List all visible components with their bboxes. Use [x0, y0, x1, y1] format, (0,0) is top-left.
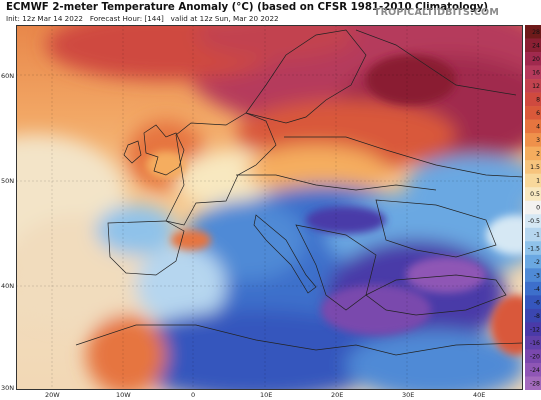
legend-swatch: [525, 79, 541, 93]
legend-tick-label: 2: [536, 151, 540, 158]
map-header: ECMWF 2-meter Temperature Anomaly (°C) (…: [0, 0, 541, 24]
legend-tick-label: 0: [536, 205, 540, 212]
legend-swatch: [525, 65, 541, 80]
legend-swatch: [525, 38, 541, 53]
legend-swatch: [525, 106, 541, 120]
lat-label-60n: 60N: [1, 72, 15, 80]
legend-swatch: [525, 160, 541, 175]
forecast-hour: Forecast Hour: [144]: [89, 14, 164, 23]
legend-swatch: [525, 187, 541, 202]
lat-label-40n: 40N: [1, 282, 15, 290]
legend-tick-label: -16: [530, 340, 540, 347]
legend-swatch: [525, 295, 541, 310]
legend-tick-label: 6: [536, 110, 540, 117]
legend-swatch: [525, 376, 541, 390]
legend-tick-label: 28: [532, 29, 540, 36]
legend-swatch: [525, 322, 541, 337]
legend-tick-label: -28: [530, 380, 540, 387]
legend-tick-label: 1: [536, 178, 540, 185]
map-title: ECMWF 2-meter Temperature Anomaly (°C) (…: [6, 2, 489, 13]
lon-label-40e: 40E: [473, 391, 486, 399]
legend-tick-label: 20: [532, 56, 540, 63]
legend-tick-label: -24: [530, 367, 540, 374]
graticule: [16, 25, 523, 390]
legend-swatch: [525, 268, 541, 283]
legend-swatch: [525, 25, 541, 39]
legend-tick-label: -0.5: [528, 218, 540, 225]
lon-label-10e: 10E: [260, 391, 273, 399]
legend-tick-label: 16: [532, 70, 540, 77]
legend-swatch: [525, 146, 541, 161]
legend-tick-label: -12: [530, 326, 540, 333]
legend-tick-label: -1: [534, 232, 540, 239]
legend-swatch: [525, 281, 541, 296]
legend-tick-label: -1.5: [528, 245, 540, 252]
legend-swatch: [525, 119, 541, 134]
legend-tick-label: -6: [534, 299, 540, 306]
legend-swatch: [525, 92, 541, 107]
legend-tick-label: -20: [530, 353, 540, 360]
legend-swatch: [525, 362, 541, 377]
legend-tick-label: 4: [536, 124, 540, 131]
legend-tick-label: 24: [532, 42, 540, 49]
valid-time: valid at 12z Sun, Mar 20 2022: [170, 14, 279, 23]
temperature-anomaly-map: [16, 25, 523, 390]
legend-swatch: [525, 227, 541, 242]
legend-swatch: [525, 52, 541, 66]
legend-swatch: [525, 214, 541, 229]
legend-swatch: [525, 335, 541, 350]
lon-label-10w: 10W: [116, 391, 131, 399]
legend-tick-label: -4: [534, 286, 540, 293]
init-time: Init: 12z Mar 14 2022: [6, 14, 83, 23]
map-subtitle: Init: 12z Mar 14 2022 Forecast Hour: [14…: [6, 14, 279, 23]
brand-watermark: TROPICALTIDBITS.COM: [373, 7, 499, 18]
lon-label-30e: 30E: [402, 391, 415, 399]
legend-swatch: [525, 173, 541, 188]
legend-swatch: [525, 308, 541, 323]
legend-swatch: [525, 349, 541, 364]
anomaly-detail: [146, 55, 523, 355]
legend-tick-label: 8: [536, 97, 540, 104]
lat-label-30n: 30N: [1, 384, 15, 392]
lon-label-0: 0: [191, 391, 196, 399]
color-scale-legend: 28 24 20 16 12 8 6 4 3 2 1.5 1 0.5 0 -0.5 -1 -1.5 -2 -3 -4 -…: [525, 25, 541, 390]
lon-label-20e: 20E: [331, 391, 344, 399]
legend-tick-label: -8: [534, 313, 540, 320]
lon-label-20w: 20W: [45, 391, 60, 399]
legend-swatch: [525, 133, 541, 147]
lat-label-50n: 50N: [1, 177, 15, 185]
legend-tick-label: 1.5: [530, 164, 540, 171]
legend-tick-label: 3: [536, 137, 540, 144]
coastlines: [75, 29, 523, 356]
legend-swatch: [525, 254, 541, 269]
legend-tick-label: 12: [532, 83, 540, 90]
legend-tick-label: 0.5: [530, 191, 540, 198]
legend-tick-label: -3: [534, 272, 540, 279]
legend-tick-label: -2: [534, 259, 540, 266]
legend-swatch: [525, 241, 541, 256]
legend-swatch: [525, 200, 541, 215]
